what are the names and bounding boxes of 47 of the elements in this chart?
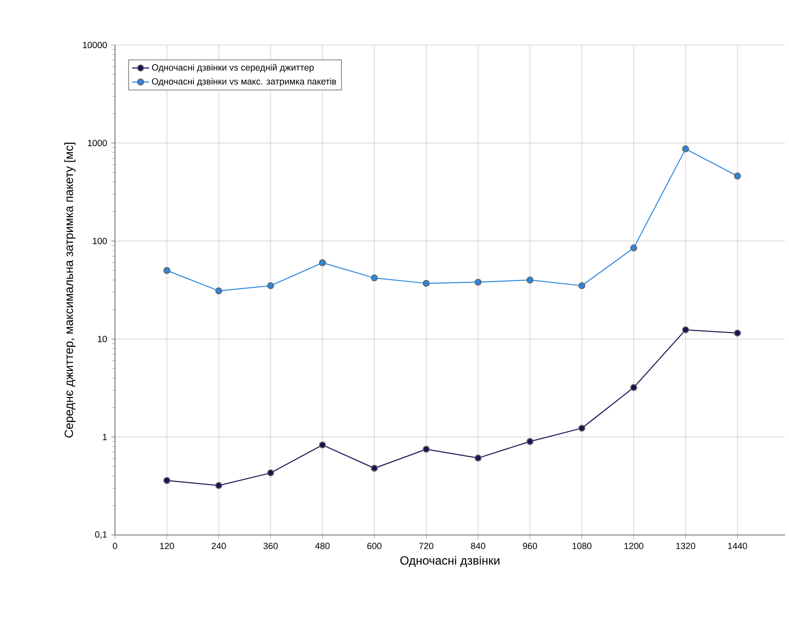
- point: [215, 287, 222, 294]
- x-tick-label: 120: [160, 542, 174, 550]
- y-axis-title: Середнє джиттер, максимальна затримка пакету [мс]: [64, 142, 76, 438]
- point: [578, 424, 586, 432]
- point: [682, 326, 690, 334]
- legend-label: Одночасні дзвінки vs середній джиттер: [152, 64, 314, 72]
- x-tick-label: 1080: [572, 542, 592, 550]
- point: [474, 454, 482, 462]
- y-tick-label: 1: [102, 434, 107, 440]
- x-axis-title: Одночасні дзвінки: [400, 556, 500, 567]
- y-tick-label: 1000: [88, 140, 107, 146]
- y-tick-label: 100: [92, 238, 107, 244]
- x-tick-label: 720: [419, 542, 434, 550]
- point: [370, 464, 378, 472]
- y-tick-label: 10: [98, 336, 107, 342]
- x-tick-label: 960: [522, 542, 538, 550]
- point: [163, 476, 170, 484]
- x-tick-label: 1320: [676, 542, 696, 550]
- point: [630, 384, 638, 391]
- point: [163, 267, 170, 274]
- legend-label: Одночасні дзвінки vs макс. затримка пакетів: [152, 78, 336, 86]
- point: [422, 446, 430, 453]
- x-tick-label: 360: [263, 542, 278, 550]
- x-tick-label: 840: [471, 542, 486, 550]
- point: [422, 280, 430, 287]
- point: [630, 244, 638, 252]
- point: [578, 282, 586, 290]
- x-tick-label: 1440: [728, 542, 748, 550]
- point: [318, 441, 326, 448]
- x-tick-label: 0: [112, 542, 118, 550]
- point: [370, 274, 378, 282]
- point: [318, 259, 326, 266]
- x-tick-label: 600: [367, 542, 382, 550]
- x-tick-label: 240: [212, 542, 226, 550]
- point: [682, 145, 690, 152]
- y-tick-label: 10000: [82, 42, 107, 48]
- y-tick-label: 0,1: [95, 531, 107, 539]
- point: [215, 482, 222, 489]
- point: [526, 276, 534, 284]
- point: [734, 330, 741, 337]
- point: [734, 172, 741, 180]
- point: [474, 278, 482, 286]
- point: [267, 282, 274, 290]
- x-tick-label: 480: [315, 542, 330, 550]
- point: [526, 438, 534, 445]
- x-tick-label: 1200: [624, 542, 644, 550]
- point: [267, 469, 274, 476]
